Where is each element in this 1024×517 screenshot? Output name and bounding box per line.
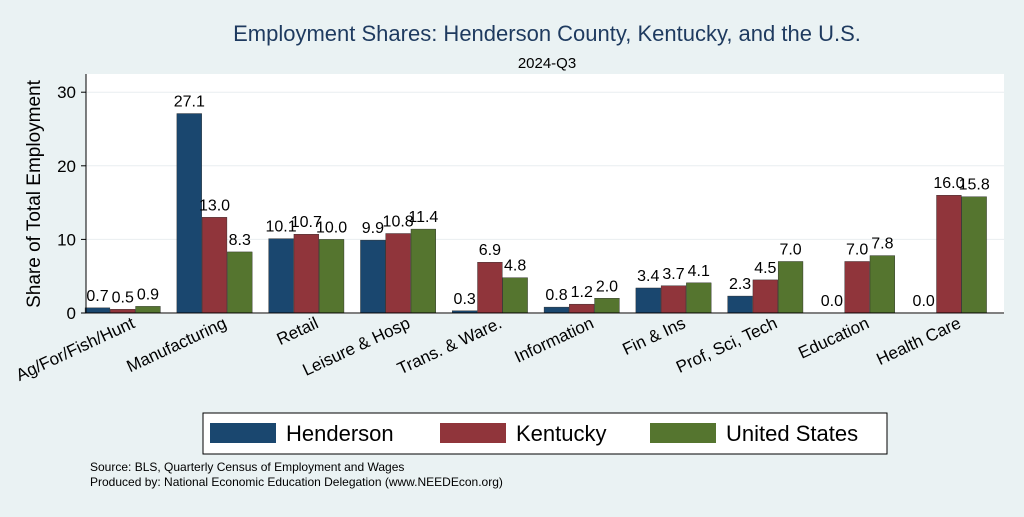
bar-united-states <box>318 239 345 314</box>
bar-henderson <box>176 113 202 314</box>
data-label: 8.3 <box>229 232 251 249</box>
data-label: 7.0 <box>779 241 801 258</box>
data-label: 1.2 <box>571 284 593 301</box>
bar-kentucky <box>569 303 595 314</box>
bar-henderson <box>727 295 753 314</box>
bar-kentucky <box>201 217 228 314</box>
legend-label: Kentucky <box>516 421 607 446</box>
bar-kentucky <box>293 234 319 314</box>
legend-swatch-kentucky <box>440 423 506 443</box>
data-label: 7.8 <box>871 236 893 253</box>
data-label: 13.0 <box>199 197 230 214</box>
data-label: 0.3 <box>454 291 476 308</box>
data-label: 0.8 <box>545 287 567 304</box>
bar-united-states <box>869 255 895 314</box>
bar-kentucky <box>936 195 962 314</box>
bar-united-states <box>502 277 528 314</box>
bar-kentucky <box>844 261 870 314</box>
data-label: 0.0 <box>821 293 843 310</box>
data-label: 10.1 <box>266 219 297 236</box>
bar-henderson <box>635 287 661 314</box>
bar-united-states <box>777 261 804 314</box>
data-label: 10.8 <box>383 214 414 231</box>
data-label: 3.7 <box>662 266 684 283</box>
data-label: 0.5 <box>112 289 134 306</box>
bars <box>84 113 987 314</box>
legend-label: Henderson <box>286 421 394 446</box>
y-tick-label: 0 <box>67 304 76 323</box>
legend-swatch-henderson <box>210 423 276 443</box>
gridlines <box>86 91 1004 240</box>
data-label: 15.8 <box>959 177 990 194</box>
chart-title: Employment Shares: Henderson County, Ken… <box>233 21 861 46</box>
bar-united-states <box>135 306 161 314</box>
data-label: 4.8 <box>504 258 526 275</box>
legend: Henderson Kentucky United States <box>202 412 888 455</box>
y-tick-label: 10 <box>57 230 76 249</box>
bar-united-states <box>686 282 712 314</box>
data-label: 9.9 <box>362 220 384 237</box>
bar-henderson <box>360 239 386 314</box>
data-label: 10.0 <box>316 219 347 236</box>
data-label: 0.9 <box>137 286 159 303</box>
y-tick-label: 20 <box>57 157 76 176</box>
bar-henderson <box>84 307 111 314</box>
data-label: 16.0 <box>933 175 964 192</box>
bar-kentucky <box>660 285 687 314</box>
source-note: Source: BLS, Quarterly Census of Employm… <box>90 460 404 474</box>
bar-united-states <box>227 251 253 314</box>
data-label: 10.7 <box>291 214 322 231</box>
data-label: 4.5 <box>754 260 776 277</box>
data-label: 6.9 <box>479 242 501 259</box>
bar-united-states <box>410 228 436 314</box>
data-label: 4.1 <box>688 263 710 280</box>
data-label: 11.4 <box>408 209 438 226</box>
bar-united-states <box>961 196 987 314</box>
data-label: 7.0 <box>846 241 868 258</box>
chart-subtitle: 2024-Q3 <box>518 55 576 72</box>
bar-henderson <box>543 306 570 314</box>
bar-kentucky <box>110 309 136 314</box>
bar-united-states <box>594 298 620 314</box>
data-label: 0.0 <box>913 293 935 310</box>
bar-henderson <box>268 238 294 314</box>
data-label: 2.3 <box>729 276 751 293</box>
y-tick-label: 30 <box>57 83 76 102</box>
data-label: 27.1 <box>174 94 205 111</box>
data-label: 0.7 <box>86 288 108 305</box>
bar-kentucky <box>477 262 503 314</box>
data-labels: 0.7 0.5 0.927.113.08.310.110.710.0 9.910.81… <box>86 94 989 310</box>
y-axis-label: Share of Total Employment <box>24 79 45 307</box>
bar-kentucky <box>385 233 411 314</box>
legend-swatch-united-states <box>650 423 716 443</box>
data-label: 2.0 <box>596 278 618 295</box>
bar-kentucky <box>752 279 778 314</box>
produced-by-note: Produced by: National Economic Education… <box>90 475 503 489</box>
data-label: 3.4 <box>637 268 659 285</box>
legend-label: United States <box>726 421 858 446</box>
